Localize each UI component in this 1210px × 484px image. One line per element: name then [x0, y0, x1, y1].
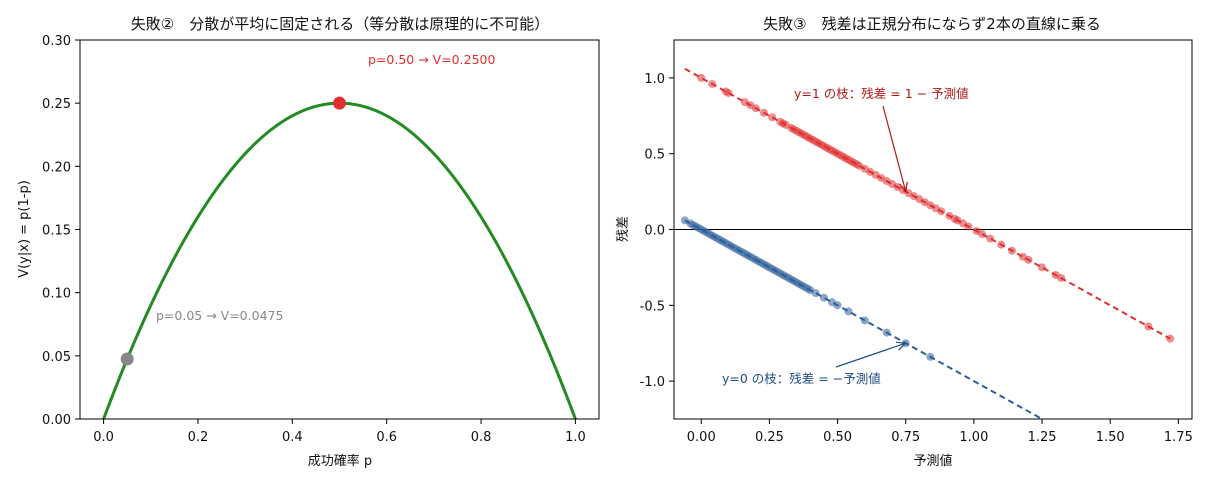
- chart1-x-tick-label: 0.2: [188, 430, 209, 445]
- chart2-x-label: 予測値: [913, 453, 952, 469]
- y1-branch-point: [724, 89, 733, 98]
- variance-curve: [102, 101, 577, 420]
- chart2-y-tick-label: -0.5: [640, 299, 665, 314]
- y1-branch-point: [1144, 322, 1153, 331]
- y1-branch-annotation: y=1 の枝：残差 = 1 − 予測値: [794, 86, 969, 101]
- chart1-y-tick-label: 0.25: [42, 97, 71, 112]
- chart1-y-ticks: 0.00 0.05 0.10 0.15 0.20 0.25 0.30: [42, 34, 80, 428]
- chart2-x-tick-label: 0.00: [687, 430, 716, 445]
- variance-panel: 失敗② 分散が平均に固定される（等分散は原理的に不可能） 0.0 0.2 0.4 0.…: [17, 15, 600, 469]
- y0-branch-point: [819, 293, 828, 302]
- y0-branch-point: [844, 307, 853, 316]
- residual-panel: 失敗③ 残差は正規分布にならず2本の直線に乗る 0.00 0.25 0.50 0.75…: [616, 15, 1193, 469]
- chart1-y-tick-label: 0.30: [42, 34, 71, 49]
- y1-branch-point: [997, 240, 1006, 249]
- peak-point: [333, 96, 346, 110]
- chart1-y-tick-label: 0.05: [42, 350, 71, 365]
- y0-branch-point: [860, 316, 869, 325]
- peak-label: p=0.50 → V=0.2500: [368, 52, 495, 67]
- chart2-plot-area: [674, 67, 1192, 419]
- y1-branch-point: [986, 234, 995, 243]
- chart1-x-label: 成功確率 p: [308, 453, 372, 469]
- y1-annotation-arrow: [882, 105, 906, 192]
- low-point: [120, 352, 134, 366]
- y1-branch-point: [978, 230, 987, 239]
- y1-branch-point: [1057, 274, 1066, 283]
- chart2-title: 失敗③ 残差は正規分布にならず2本の直線に乗る: [763, 15, 1101, 33]
- y1-branch-point: [759, 108, 768, 117]
- y1-branch-point: [768, 113, 777, 122]
- y0-branch-annotation: y=0 の枝：残差 = −予測値: [722, 371, 881, 386]
- low-point-label: p=0.05 → V=0.0475: [156, 308, 283, 323]
- y1-branch-point: [937, 207, 946, 216]
- chart1-y-tick-label: 0.20: [42, 160, 71, 175]
- chart1-plot-area: [102, 96, 577, 420]
- chart1-x-tick-label: 0.6: [376, 430, 397, 445]
- chart1-x-tick-label: 0.4: [282, 430, 303, 445]
- y0-branch-point: [833, 301, 842, 310]
- chart1-x-tick-label: 1.0: [565, 430, 586, 445]
- chart2-x-tick-label: 1.25: [1028, 430, 1057, 445]
- chart2-y-tick-label: 0.0: [644, 224, 665, 239]
- y1-branch-point: [1008, 246, 1017, 255]
- y0-branch-point: [882, 328, 891, 337]
- chart1-y-label: V(y|x) = p(1-p): [17, 180, 32, 278]
- chart2-x-tick-label: 0.25: [755, 430, 784, 445]
- y1-branch-point: [1166, 334, 1175, 343]
- chart1-y-tick-label: 0.00: [42, 413, 71, 428]
- y1-branch-point: [1038, 263, 1047, 272]
- chart2-x-ticks: 0.00 0.25 0.50 0.75 1.00 1.25 1.50 1.75: [687, 419, 1193, 445]
- chart2-x-tick-label: 1.50: [1096, 430, 1125, 445]
- y1-branch-point: [964, 222, 973, 231]
- chart2-clipped-group: [674, 67, 1192, 419]
- chart2-x-tick-label: 1.00: [959, 430, 988, 445]
- y1-branch-point: [751, 104, 760, 113]
- chart2-y-tick-label: -1.0: [640, 375, 665, 390]
- chart2-x-tick-label: 0.50: [823, 430, 852, 445]
- y0-branch-point: [811, 289, 820, 298]
- y0-branch-point: [926, 352, 935, 361]
- chart1-x-tick-label: 0.8: [471, 430, 492, 445]
- chart2-y-ticks: -1.0 -0.5 0.0 0.5 1.0: [640, 72, 674, 390]
- y1-branch-point: [697, 73, 706, 82]
- chart1-title: 失敗② 分散が平均に固定される（等分散は原理的に不可能）: [131, 15, 549, 33]
- chart1-y-tick-label: 0.10: [42, 287, 71, 302]
- chart2-y-label: 残差: [616, 216, 631, 242]
- chart2-y-tick-label: 1.0: [644, 72, 665, 87]
- chart1-x-tick-label: 0.0: [93, 430, 114, 445]
- chart2-x-tick-label: 1.75: [1164, 430, 1193, 445]
- chart1-y-tick-label: 0.15: [42, 224, 71, 239]
- y0-annotation-arrow: [835, 343, 906, 368]
- y1-branch-point: [708, 79, 717, 88]
- y1-branch-point: [1024, 255, 1033, 264]
- chart2-y-tick-label: 0.5: [644, 148, 665, 163]
- chart1-x-ticks: 0.0 0.2 0.4 0.6 0.8 1.0: [93, 419, 586, 445]
- chart2-x-tick-label: 0.75: [891, 430, 920, 445]
